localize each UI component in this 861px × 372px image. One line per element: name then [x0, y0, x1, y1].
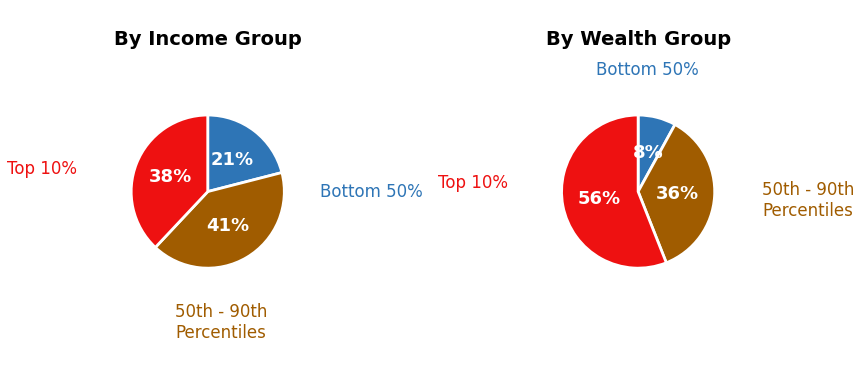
Wedge shape: [131, 115, 208, 247]
Text: Top 10%: Top 10%: [437, 174, 507, 192]
Wedge shape: [561, 115, 666, 268]
Wedge shape: [155, 173, 284, 268]
Text: 50th - 90th
Percentiles: 50th - 90th Percentiles: [761, 181, 854, 220]
Wedge shape: [208, 115, 282, 192]
Wedge shape: [637, 125, 714, 263]
Title: By Wealth Group: By Wealth Group: [545, 31, 730, 49]
Text: Bottom 50%: Bottom 50%: [595, 61, 697, 79]
Text: 38%: 38%: [149, 168, 192, 186]
Title: By Income Group: By Income Group: [114, 31, 301, 49]
Text: 56%: 56%: [577, 190, 620, 208]
Text: 50th - 90th
Percentiles: 50th - 90th Percentiles: [175, 303, 267, 341]
Text: Top 10%: Top 10%: [7, 160, 77, 178]
Text: 8%: 8%: [632, 144, 663, 162]
Wedge shape: [637, 115, 674, 192]
Text: 21%: 21%: [210, 151, 253, 169]
Text: 41%: 41%: [207, 217, 250, 235]
Text: Bottom 50%: Bottom 50%: [320, 183, 423, 201]
Text: 36%: 36%: [655, 185, 698, 203]
